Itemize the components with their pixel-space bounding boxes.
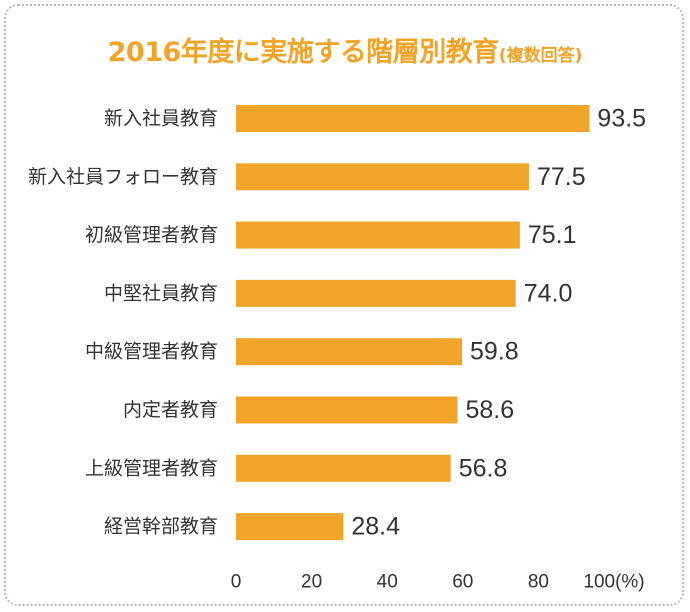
bar [236,513,344,541]
value-label: 93.5 [597,105,646,133]
x-tick-label: 100(%) [583,572,644,593]
x-tick-label: 40 [377,572,398,593]
bar [236,221,520,249]
value-label: 28.4 [351,513,400,541]
chart-frame [4,4,684,606]
value-label: 74.0 [524,279,573,307]
chart-subtitle: (複数回答) [498,46,583,66]
category-label: 中堅社員教育 [104,282,218,304]
category-label: 新入社員教育 [104,108,218,130]
category-label: 中級管理者教育 [85,341,218,363]
value-label: 77.5 [537,163,586,191]
value-label: 59.8 [470,338,519,366]
x-tick-label: 0 [231,572,242,593]
x-tick-label: 20 [301,572,322,593]
bar [236,163,529,191]
bar [236,105,590,132]
category-label: 初級管理者教育 [85,224,218,246]
bar [236,338,463,366]
bar [236,454,451,482]
bar [236,396,458,424]
category-label: 上級管理者教育 [85,457,218,479]
category-label: 内定者教育 [123,399,218,421]
value-label: 75.1 [528,221,577,249]
category-label: 新入社員フォロー教育 [28,166,218,188]
x-tick-label: 60 [452,572,473,593]
value-label: 56.8 [459,454,508,482]
category-label: 経営幹部教育 [104,516,218,538]
x-tick-label: 80 [528,572,549,593]
chart-title-block: 2016年度に実施する階層別教育(複数回答) [0,30,690,69]
value-label: 58.6 [466,396,515,424]
bar [236,279,516,307]
chart-title: 2016年度に実施する階層別教育 [107,37,500,68]
